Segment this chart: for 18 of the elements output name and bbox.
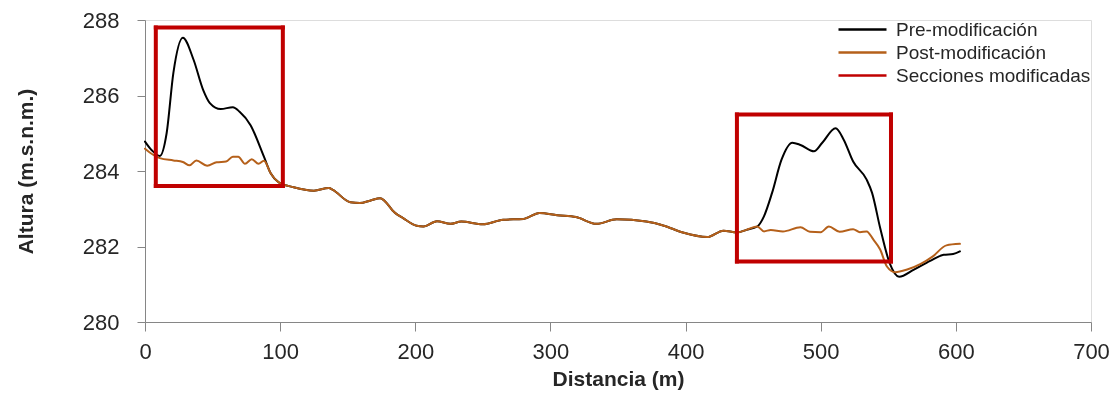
- x-tick-label: 200: [397, 338, 435, 364]
- y-tick-label: 286: [82, 83, 120, 108]
- y-tick-label: 282: [82, 234, 120, 259]
- legend-label: Post-modificación: [896, 41, 1046, 63]
- x-tick-label: 100: [262, 338, 299, 364]
- y-tick-label: 280: [82, 309, 120, 335]
- x-tick-label: 500: [802, 338, 840, 364]
- x-tick-label: 300: [532, 338, 570, 364]
- x-tick-label: 700: [1073, 338, 1110, 364]
- y-tick-label: 284: [82, 158, 120, 184]
- y-tick-label: 288: [82, 7, 120, 33]
- x-tick-label: 0: [139, 338, 152, 364]
- y-axis-title: Altura (m.s.n.m.): [13, 88, 37, 255]
- x-tick-label: 400: [667, 338, 705, 364]
- x-axis-title: Distancia (m): [552, 366, 685, 390]
- x-tick-label: 600: [938, 338, 975, 364]
- legend-label: Secciones modificadas: [896, 64, 1091, 86]
- legend-label: Pre-modificación: [896, 18, 1038, 40]
